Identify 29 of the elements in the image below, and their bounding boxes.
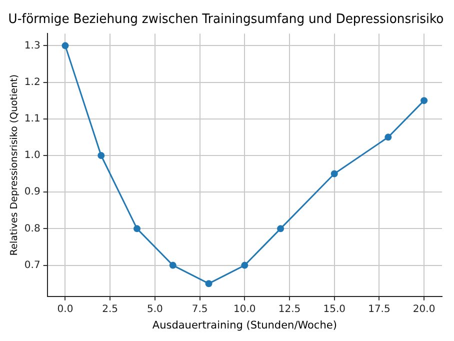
x-tick-label: 2.5 [102, 304, 118, 315]
y-tick-label: 0.7 [24, 260, 40, 271]
x-tick-label: 0.0 [57, 304, 74, 315]
point [241, 262, 248, 269]
point [277, 225, 284, 232]
y-tick-label: 0.8 [24, 223, 40, 234]
y-axis-title: Relatives Depressionsrisiko (Quotient) [9, 74, 20, 256]
x-tick-label: 5.0 [146, 304, 163, 315]
point [420, 97, 428, 104]
point [62, 42, 69, 50]
point [330, 170, 338, 178]
point [169, 262, 176, 269]
y-tick-label: 0.9 [24, 186, 40, 198]
x-tick-label: 12.5 [278, 304, 301, 315]
x-tick-label: 15.0 [323, 304, 346, 315]
y-tick-label: 1.1 [24, 113, 40, 124]
chart-title: U-förmige Beziehung zwischen Trainingsumfang und Depressionsrisiko [8, 10, 444, 26]
point [384, 134, 392, 141]
x-tick-label: 17.5 [368, 304, 390, 315]
y-tick-label: 1.2 [24, 76, 40, 88]
point [134, 225, 141, 232]
x-axis-title: Ausdauertraining (Stunden/Woche) [152, 319, 337, 332]
point [205, 280, 212, 288]
x-tick-label: 7.5 [192, 304, 208, 315]
y-tick-label: 1.3 [24, 40, 40, 52]
x-tick-label: 20.0 [412, 304, 436, 315]
y-tick-label: 1.0 [24, 150, 40, 162]
point [98, 152, 105, 159]
x-tick-label: 10.0 [234, 304, 256, 315]
